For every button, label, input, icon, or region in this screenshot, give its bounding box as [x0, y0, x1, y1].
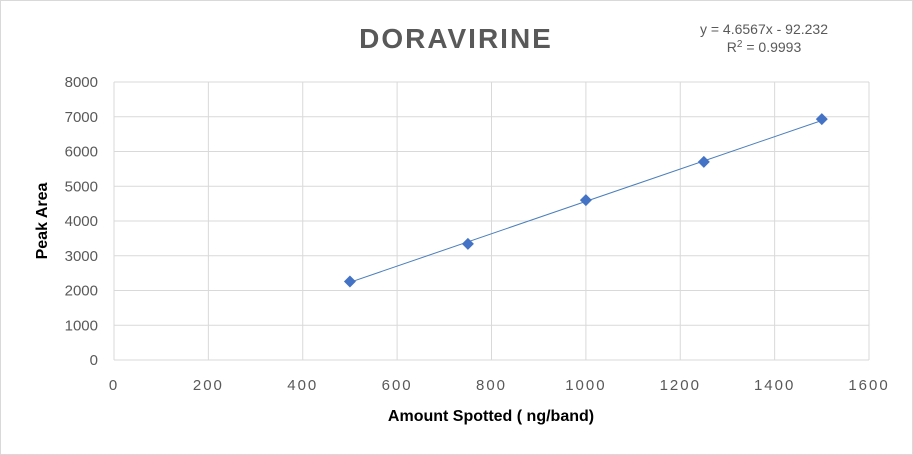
y-tick-label: 6000	[65, 144, 98, 161]
x-axis-title: Amount Spotted ( ng/band)	[388, 408, 594, 425]
y-tick-label: 0	[90, 352, 98, 369]
data-point	[815, 113, 828, 126]
r-squared-superscript: 2	[737, 39, 743, 50]
x-tick-label: 1000	[565, 377, 606, 394]
x-tick-label: 200	[193, 377, 224, 394]
tick-labels: 0 1000 2000 3000 4000 5000 6000 7000 8000 0 200 400…	[65, 74, 889, 394]
x-tick-label: 1600	[848, 377, 889, 394]
chart-title: DORAVIRINE	[359, 23, 553, 54]
r-squared-r: R	[727, 39, 737, 55]
x-tick-label: 600	[382, 377, 413, 394]
y-tick-label: 4000	[65, 213, 98, 230]
trendline-equation: y = 4.6567x - 92.232	[700, 21, 828, 37]
data-point	[343, 275, 356, 288]
data-point	[461, 237, 474, 250]
data-point	[579, 194, 592, 207]
y-tick-label: 5000	[65, 178, 98, 195]
data-point	[697, 155, 710, 168]
y-tick-label: 7000	[65, 109, 98, 126]
y-tick-label: 8000	[65, 74, 98, 91]
y-axis-title: Peak Area	[34, 183, 51, 260]
x-tick-label: 1200	[660, 377, 701, 394]
y-tick-label: 3000	[65, 248, 98, 265]
r-squared-value: = 0.9993	[742, 39, 801, 55]
x-tick-label: 0	[109, 377, 119, 394]
data-points	[343, 113, 828, 288]
y-tick-label: 2000	[65, 283, 98, 300]
y-tick-label: 1000	[65, 317, 98, 334]
grid	[113, 81, 870, 361]
r-squared-label: R2 = 0.9993	[727, 39, 802, 55]
x-tick-label: 800	[476, 377, 507, 394]
x-tick-label: 400	[287, 377, 318, 394]
x-tick-label: 1400	[754, 377, 795, 394]
